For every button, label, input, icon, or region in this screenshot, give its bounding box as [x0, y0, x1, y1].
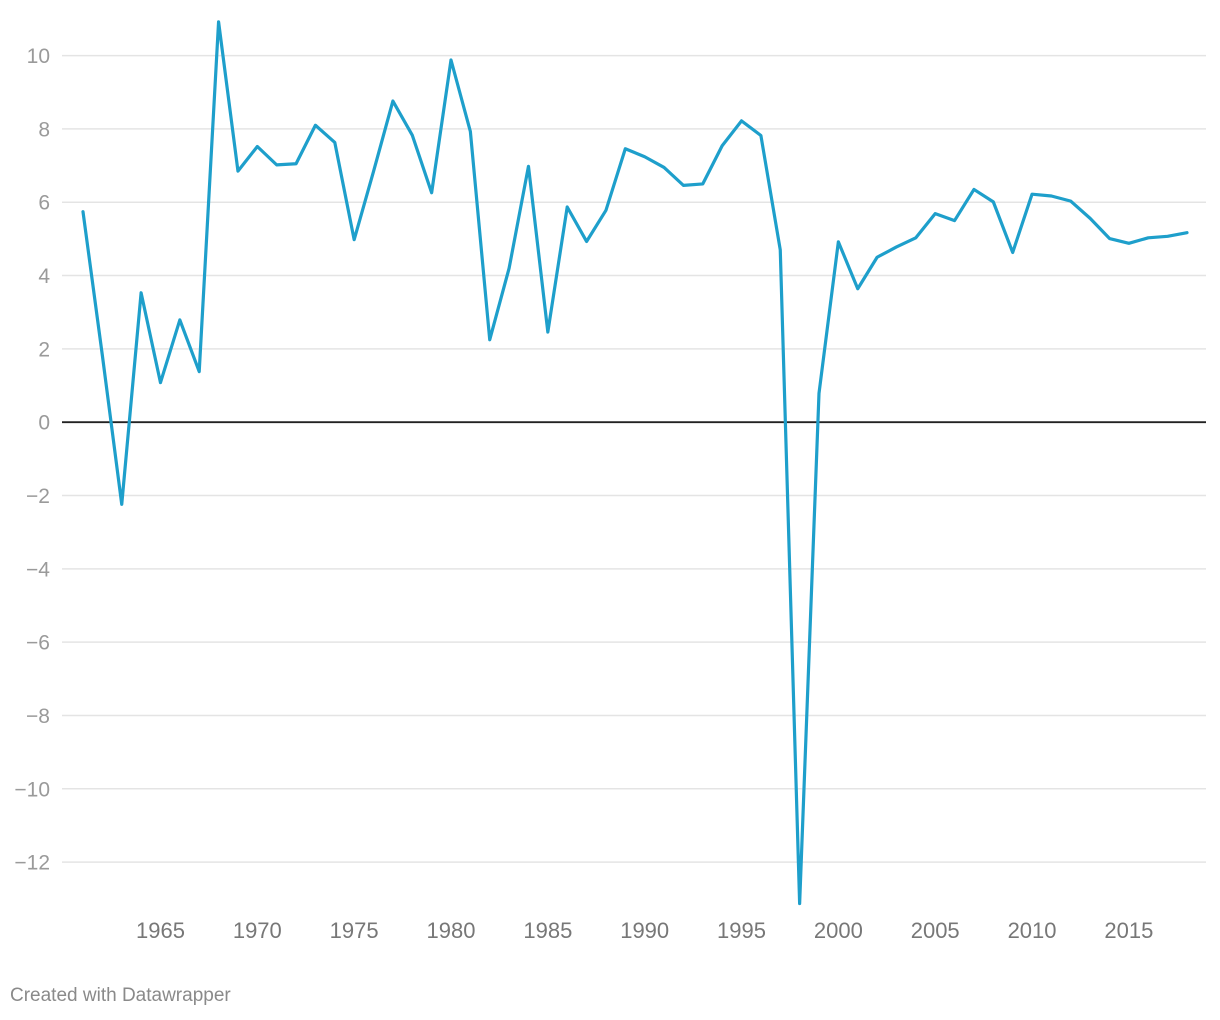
x-tick-label: 2010 [1008, 918, 1057, 943]
y-tick-label: −2 [26, 485, 50, 508]
y-tick-label: −10 [14, 778, 50, 801]
x-tick-label: 1975 [330, 918, 379, 943]
y-tick-label: −6 [26, 632, 50, 655]
x-tick-label: 1965 [136, 918, 185, 943]
series-line [81, 20, 1189, 906]
y-tick-label: 4 [38, 265, 50, 288]
y-tick-label: −8 [26, 705, 50, 728]
x-tick-label: 2015 [1104, 918, 1153, 943]
y-tick-label: 0 [38, 412, 50, 435]
y-tick-label: −12 [14, 852, 50, 875]
x-tick-label: 1995 [717, 918, 766, 943]
y-tick-label: 10 [27, 45, 50, 68]
x-tick-label: 1990 [620, 918, 669, 943]
y-tick-label: 8 [38, 118, 50, 141]
y-tick-label: 2 [38, 338, 50, 361]
y-tick-label: 6 [38, 192, 50, 215]
y-tick-label: −4 [26, 558, 50, 581]
x-tick-label: 1970 [233, 918, 282, 943]
x-tick-label: 1985 [523, 918, 572, 943]
grid-lines [62, 54, 1206, 863]
x-tick-label: 2000 [814, 918, 863, 943]
x-tick-label: 1980 [427, 918, 476, 943]
x-axis-ticks: 1965 1970 1975 1980 1985 1990 1995 2000 2005 2010… [136, 918, 1153, 943]
datawrapper-credit: Created with Datawrapper [10, 985, 231, 1006]
y-axis-ticks: 10 8 6 4 2 0 −2 −4 −6 −8 −10 −12 [14, 45, 50, 875]
series-group [81, 20, 1189, 906]
x-tick-label: 2005 [911, 918, 960, 943]
